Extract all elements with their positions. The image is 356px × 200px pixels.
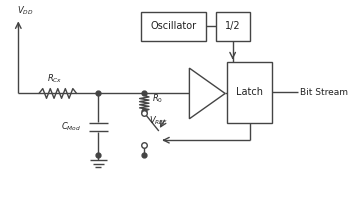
Text: $V_{DD}$: $V_{DD}$ xyxy=(17,4,34,17)
Text: $V_{REF}$: $V_{REF}$ xyxy=(149,115,168,127)
Text: Bit Stream: Bit Stream xyxy=(300,88,348,97)
Bar xyxy=(227,62,272,123)
Text: $R_{0}$: $R_{0}$ xyxy=(152,92,163,105)
Text: $R_{Cx}$: $R_{Cx}$ xyxy=(47,72,63,85)
Bar xyxy=(216,12,250,41)
Text: 1/2: 1/2 xyxy=(225,21,240,31)
Bar xyxy=(141,12,206,41)
Text: Oscillator: Oscillator xyxy=(150,21,197,31)
Polygon shape xyxy=(189,68,225,119)
Text: Latch: Latch xyxy=(236,87,263,97)
Text: $C_{Mod}$: $C_{Mod}$ xyxy=(61,121,81,133)
